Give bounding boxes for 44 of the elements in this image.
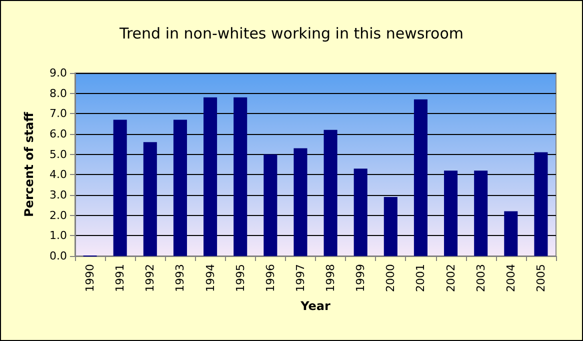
x-tick-label: 1994 (204, 264, 217, 292)
y-tick-label: 3.0 (50, 188, 67, 202)
x-tick-label: 1997 (294, 264, 307, 292)
bar (204, 97, 218, 256)
y-tick-label: 2.0 (50, 208, 67, 222)
y-tick-label: 5.0 (50, 148, 67, 161)
x-tick-label: 2004 (504, 264, 518, 292)
x-tick-label: 1992 (144, 264, 157, 292)
chart-title: Trend in non-whites working in this newsroom (118, 24, 464, 42)
y-tick-label: 4.0 (50, 168, 67, 182)
bar (294, 148, 308, 256)
x-tick-label: 1993 (174, 264, 187, 292)
x-tick-label: 2003 (474, 264, 488, 292)
bar (264, 154, 278, 256)
x-tick-label: 2001 (414, 264, 428, 292)
y-tick-label: 1.0 (50, 229, 67, 242)
x-tick-label: 2002 (444, 264, 458, 292)
x-tick-label: 1999 (354, 264, 368, 292)
y-tick-label: 8.0 (50, 86, 67, 100)
y-tick-label: 7.0 (50, 107, 67, 120)
x-tick-label: 1990 (84, 264, 97, 292)
bar (354, 168, 368, 256)
x-tick-label: 2005 (534, 264, 548, 292)
x-tick-label: 1995 (234, 264, 247, 292)
y-tick-label: 0.0 (50, 250, 67, 262)
x-tick-label: 1991 (114, 264, 127, 292)
x-tick-label: 1996 (264, 264, 277, 292)
bar (474, 170, 488, 256)
bar (234, 97, 248, 256)
bar (384, 197, 398, 256)
x-tick-label: 1998 (324, 264, 338, 292)
x-tick-label: 2000 (384, 264, 398, 292)
y-tick-label: 6.0 (50, 128, 67, 140)
y-axis-title: Percent of staff (22, 112, 36, 217)
bar (143, 142, 157, 256)
bar (504, 211, 518, 256)
bar (173, 120, 187, 256)
y-tick-label: 9.0 (50, 66, 67, 80)
bar (324, 130, 338, 256)
bar (534, 152, 548, 256)
bar (414, 99, 428, 256)
x-axis-title: Year (300, 298, 330, 313)
bar (444, 170, 458, 256)
bar (113, 120, 127, 256)
